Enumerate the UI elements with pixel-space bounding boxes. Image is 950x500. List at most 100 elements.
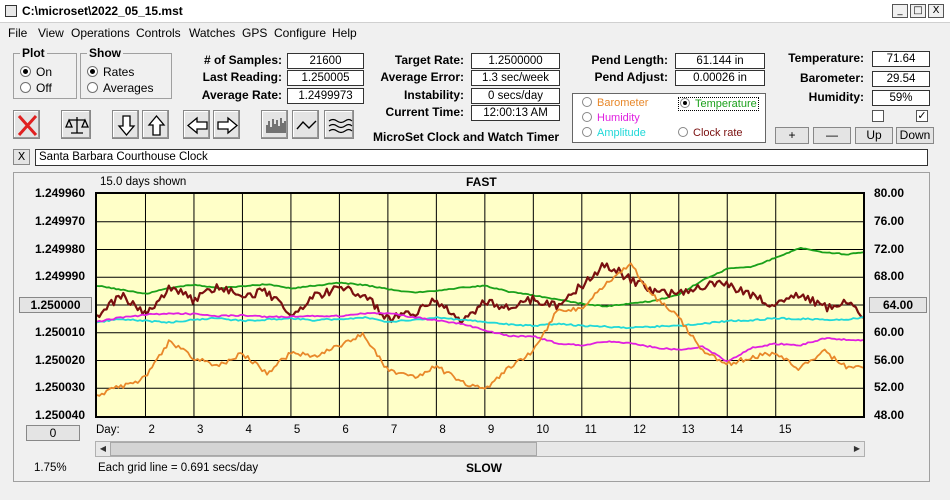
x-tick-label: 14 (730, 424, 744, 436)
menu-view[interactable]: View (38, 26, 64, 40)
close-button[interactable]: X (928, 4, 944, 18)
chart-scrollbar[interactable]: ◀ ▶ (95, 441, 865, 457)
show-group: Show Rates Averages (80, 46, 172, 99)
scroll-thumb[interactable] (110, 442, 537, 456)
legend-temperature[interactable]: Temperature (678, 97, 759, 111)
line-view-button[interactable] (292, 110, 319, 139)
left-axis-center-button[interactable]: 1.250000 (19, 297, 92, 313)
pend-adjust-value: 0.00026 in (675, 70, 765, 86)
x-tick-label: 6 (342, 424, 349, 436)
balance-scale-icon (65, 117, 89, 134)
average-error-value: 1.3 sec/week (471, 70, 560, 86)
right-tick-label: 68.00 (874, 269, 905, 284)
legend-amplitude[interactable]: Amplitude (582, 127, 646, 139)
grid-note: Each grid line = 0.691 secs/day (98, 462, 259, 474)
arrow-up-button[interactable] (142, 110, 169, 139)
wave-line-icon (296, 120, 317, 130)
menu-help[interactable]: Help (332, 26, 357, 40)
series-line-amplitude (97, 316, 863, 330)
show-rates-radio[interactable]: Rates (87, 65, 134, 79)
menu-watches[interactable]: Watches (189, 26, 236, 40)
plot-off-radio[interactable]: Off (20, 81, 52, 95)
series-line-humidity (97, 311, 863, 363)
decrease-button[interactable]: — (813, 127, 851, 144)
average-rate-label: Average Rate: (201, 88, 282, 102)
right-tick-label: 80.00 (874, 186, 905, 200)
instability-label: Instability: (403, 88, 464, 102)
stop-button[interactable] (13, 110, 40, 139)
slow-label: SLOW (466, 461, 502, 475)
radio-off-icon (678, 127, 688, 137)
menu-operations[interactable]: Operations (71, 26, 130, 40)
waves-view-button[interactable] (324, 110, 354, 139)
barometer-value: 29.54 (872, 71, 930, 87)
arrow-right-button[interactable] (213, 110, 240, 139)
legend-clock-rate[interactable]: Clock rate (678, 127, 743, 139)
arrow-down-button[interactable] (112, 110, 139, 139)
series-selector: Barometer Temperature Humidity Clock rat… (572, 93, 766, 143)
product-title: MicroSet Clock and Watch Timer (373, 130, 560, 144)
scroll-left-icon[interactable]: ◀ (99, 444, 107, 453)
show-rates-label: Rates (103, 65, 135, 79)
target-rate-value[interactable]: 1.2500000 (471, 53, 560, 69)
last-reading-label: Last Reading: (202, 70, 282, 84)
x-tick-label: 2 (148, 424, 155, 436)
plot-on-label: On (36, 65, 53, 79)
show-averages-label: Averages (103, 81, 154, 95)
menu-bar: File View Operations Controls Watches GP… (0, 23, 950, 42)
maximize-button[interactable]: □ (910, 4, 926, 18)
radio-off-icon (582, 127, 592, 137)
show-group-title: Show (87, 46, 123, 60)
percent-label: 1.75% (34, 462, 67, 474)
menu-gps[interactable]: GPS (242, 26, 268, 40)
up-button[interactable]: Up (855, 127, 893, 144)
left-tick-label: 1.250020 (34, 352, 85, 367)
x-tick-label: 7 (390, 424, 398, 436)
barometer-label: Barometer: (799, 71, 864, 85)
plot-group-title: Plot (20, 46, 47, 60)
left-tick-label: 1.250010 (34, 324, 85, 339)
legend-humidity[interactable]: Humidity (582, 112, 640, 124)
pend-length-label: Pend Length: (591, 53, 668, 67)
scroll-right-icon[interactable]: ▶ (853, 444, 861, 453)
x-tick-label: 15 (778, 424, 792, 436)
arrow-up-icon (147, 114, 166, 136)
x-cross-icon (17, 114, 38, 137)
menu-file[interactable]: File (8, 26, 28, 40)
radio-on-icon (20, 66, 31, 77)
pend-adjust-label: Pend Adjust: (594, 70, 668, 84)
x-tick-label: 4 (245, 424, 252, 436)
legend-temperature-label: Temperature (695, 98, 757, 110)
minimize-button[interactable]: _ (892, 4, 908, 18)
increase-button[interactable]: + (775, 127, 809, 144)
menu-controls[interactable]: Controls (136, 26, 181, 40)
menu-configure[interactable]: Configure (274, 26, 327, 40)
legend-barometer[interactable]: Barometer (582, 97, 648, 109)
balance-button[interactable] (61, 110, 91, 139)
fast-label: FAST (466, 175, 497, 189)
option-checkbox-2[interactable]: ✓ (916, 109, 928, 122)
arrow-left-button[interactable] (183, 110, 210, 139)
series-line-clock-rate (97, 262, 863, 325)
show-averages-radio[interactable]: Averages (87, 81, 153, 95)
down-button[interactable]: Down (896, 127, 934, 144)
current-time-label: Current Time: (385, 105, 464, 119)
plot-on-radio[interactable]: On (20, 65, 52, 79)
legend-clock-rate-label: Clock rate (693, 127, 743, 139)
bars-view-button[interactable] (261, 110, 288, 139)
option-checkbox-1[interactable] (872, 110, 884, 122)
window-title: C:\microset\2022_05_15.mst (22, 4, 183, 18)
watch-close-button[interactable]: X (13, 149, 30, 165)
watch-name-field[interactable]: Santa Barbara Courthouse Clock (35, 149, 928, 166)
zero-button[interactable]: 0 (26, 425, 80, 441)
series-line-barometer (97, 262, 863, 397)
left-tick-label: 1.249960 (34, 186, 85, 200)
samples-value: 21600 (287, 53, 364, 69)
title-bar: C:\microset\2022_05_15.mst _ □ X (0, 0, 950, 23)
x-tick-label: 10 (536, 424, 550, 436)
instability-value: 0 secs/day (471, 88, 560, 104)
x-tick-label: 5 (293, 424, 301, 436)
pend-length-value[interactable]: 61.144 in (675, 53, 765, 69)
right-axis-center-button[interactable]: 64.00 (869, 297, 927, 313)
x-tick-label: 3 (196, 424, 204, 436)
